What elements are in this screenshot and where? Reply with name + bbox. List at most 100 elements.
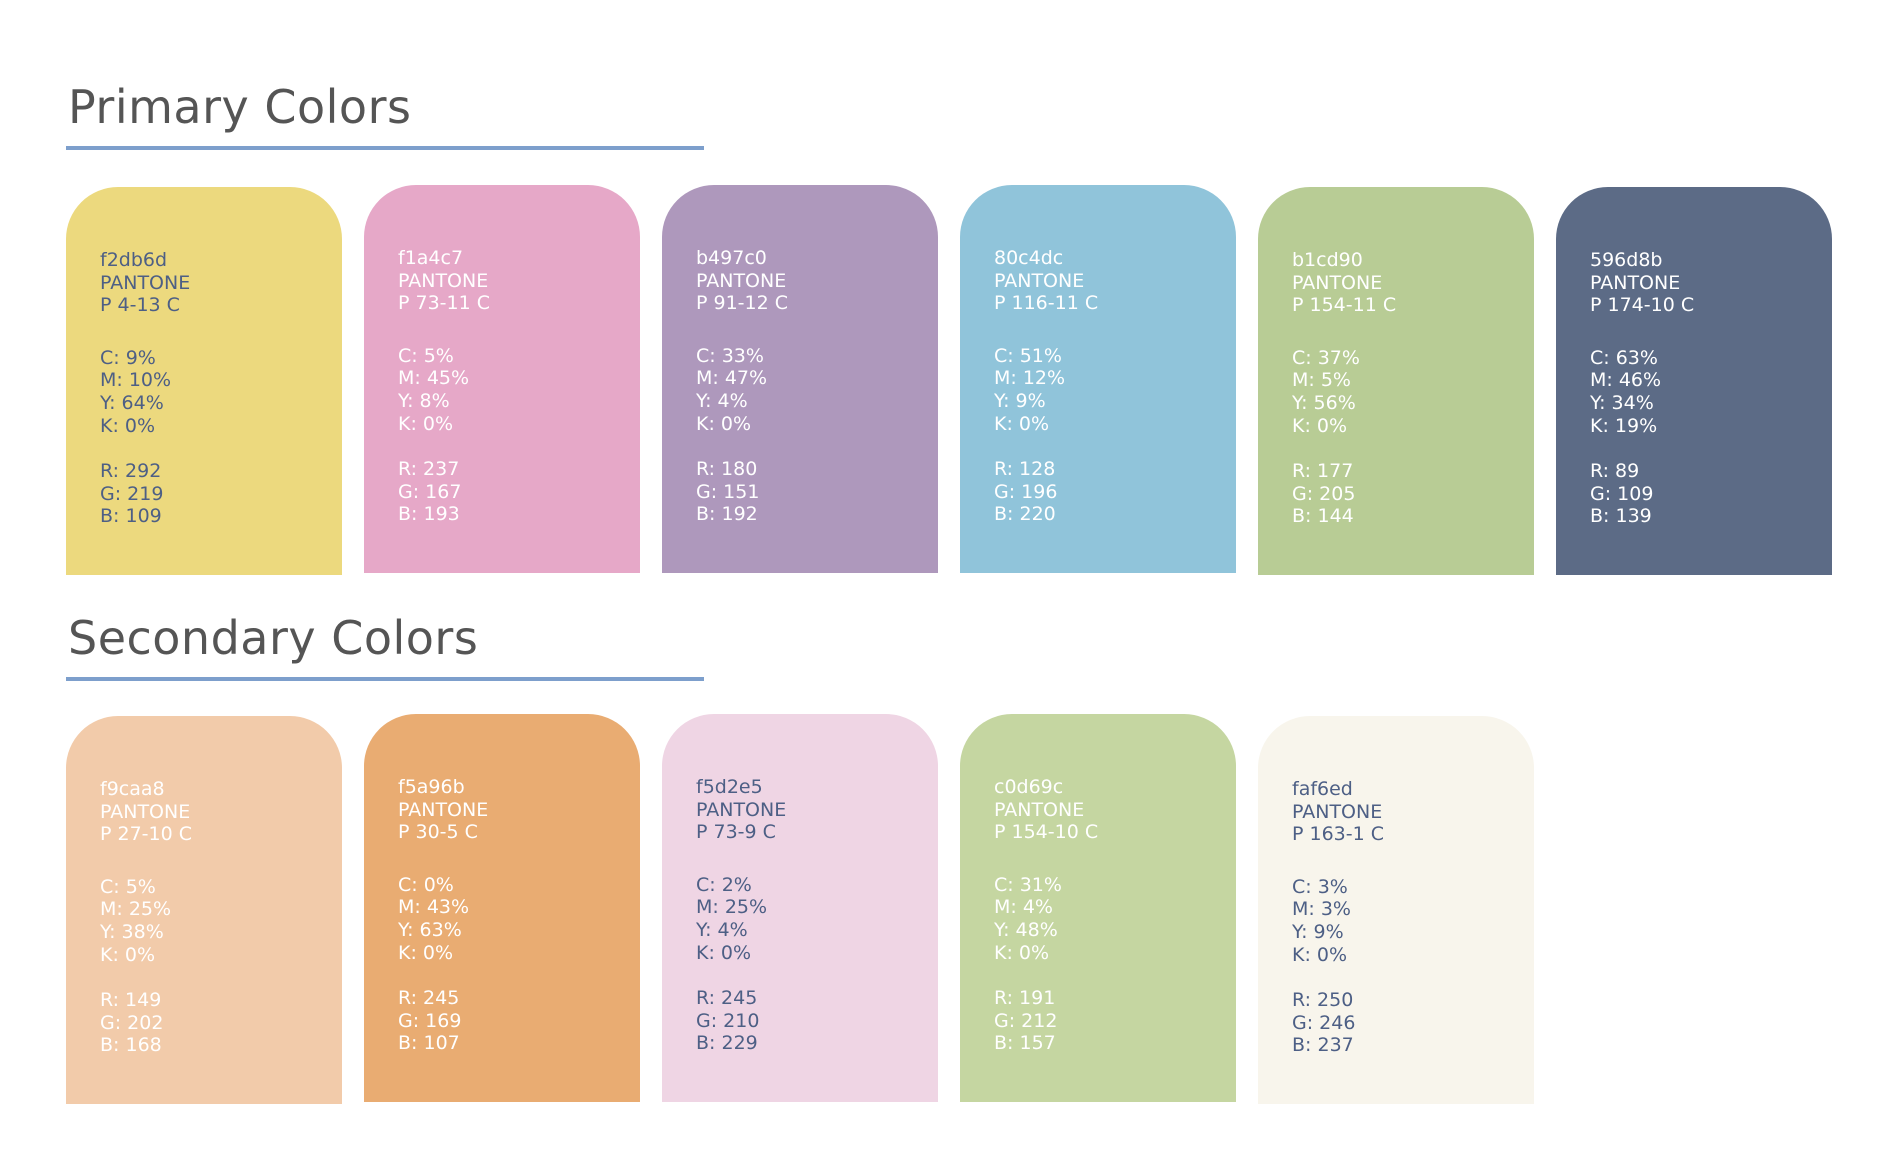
swatch-green: G: 109	[1590, 482, 1654, 505]
swatch-pantone-code: P 73-9 C	[696, 821, 776, 844]
swatch-black: K: 0%	[696, 941, 752, 964]
swatch-rgb: R: 180 G: 151 B: 192	[696, 458, 938, 526]
swatch-red: R: 177	[1292, 460, 1354, 483]
swatch-cmyk: C: 33% M: 47% Y: 4% K: 0%	[696, 345, 938, 435]
swatch-cmyk: C: 0% M: 43% Y: 63% K: 0%	[398, 874, 640, 964]
swatch-card: f5a96b PANTONE P 30-5 C C: 0% M: 43% Y: …	[364, 714, 640, 1102]
swatch-cmyk: C: 5% M: 45% Y: 8% K: 0%	[398, 345, 640, 435]
swatch-pantone-label: PANTONE	[1292, 800, 1383, 823]
swatch-rgb: R: 250 G: 246 B: 237	[1292, 989, 1534, 1057]
swatch-card: f2db6d PANTONE P 4-13 C C: 9% M: 10% Y: …	[66, 187, 342, 575]
swatch-cyan: C: 9%	[100, 346, 156, 369]
swatch-hex: f9caa8	[100, 778, 165, 800]
swatch-blue: B: 192	[696, 503, 758, 526]
swatch-pantone-label: PANTONE	[696, 269, 787, 292]
swatch-yellow: Y: 34%	[1590, 391, 1654, 414]
swatch-pantone-label: PANTONE	[100, 800, 191, 823]
swatch-hex: f1a4c7	[398, 247, 464, 269]
swatch-hex: 596d8b	[1590, 249, 1663, 271]
swatch-pantone-label: PANTONE	[398, 269, 489, 292]
swatch-cyan: C: 31%	[994, 873, 1062, 896]
swatch-pantone-code: P 154-11 C	[1292, 294, 1397, 317]
swatch-pantone-label: PANTONE	[994, 798, 1085, 821]
swatch-green: G: 210	[696, 1009, 760, 1032]
swatch-cyan: C: 3%	[1292, 875, 1348, 898]
swatch-green: G: 205	[1292, 482, 1356, 505]
swatch-cyan: C: 5%	[398, 344, 454, 367]
swatch-yellow: Y: 4%	[696, 918, 748, 941]
swatch-card: f9caa8 PANTONE P 27-10 C C: 5% M: 25% Y:…	[66, 716, 342, 1104]
swatch-green: G: 196	[994, 480, 1058, 503]
swatch-cyan: C: 51%	[994, 344, 1062, 367]
swatch-black: K: 0%	[1292, 414, 1348, 437]
swatch-green: G: 169	[398, 1009, 462, 1032]
swatch-green: G: 202	[100, 1011, 164, 1034]
swatch-cyan: C: 0%	[398, 873, 454, 896]
swatch-cmyk: C: 63% M: 46% Y: 34% K: 19%	[1590, 347, 1832, 437]
swatch-green: G: 151	[696, 480, 760, 503]
swatch-red: R: 292	[100, 460, 162, 483]
swatch-green: G: 167	[398, 480, 462, 503]
swatch-hex: f2db6d	[100, 249, 168, 271]
swatch-black: K: 0%	[100, 414, 156, 437]
swatch-black: K: 0%	[100, 943, 156, 966]
swatch-magenta: M: 43%	[398, 896, 470, 919]
primary-title-underline	[66, 146, 704, 150]
swatch-rgb: R: 191 G: 212 B: 157	[994, 987, 1236, 1055]
swatch-red: R: 237	[398, 458, 460, 481]
swatch-yellow: Y: 8%	[398, 389, 450, 412]
swatch-blue: B: 109	[100, 505, 162, 528]
swatch-magenta: M: 4%	[994, 896, 1053, 919]
swatch-red: R: 89	[1590, 460, 1640, 483]
swatch-pantone-code: P 174-10 C	[1590, 294, 1695, 317]
swatch-rgb: R: 177 G: 205 B: 144	[1292, 460, 1534, 528]
swatch-pantone-code: P 73-11 C	[398, 292, 491, 315]
swatch-red: R: 245	[398, 987, 460, 1010]
swatch-hex: b497c0	[696, 247, 767, 269]
swatch-black: K: 0%	[1292, 943, 1348, 966]
swatch-magenta: M: 10%	[100, 369, 172, 392]
swatch-card: b497c0 PANTONE P 91-12 C C: 33% M: 47% Y…	[662, 185, 938, 573]
swatch-red: R: 149	[100, 989, 162, 1012]
swatch-hex: faf6ed	[1292, 778, 1353, 800]
swatch-red: R: 191	[994, 987, 1056, 1010]
swatch-blue: B: 157	[994, 1032, 1056, 1055]
swatch-hex: c0d69c	[994, 776, 1064, 798]
swatch-green: G: 219	[100, 482, 164, 505]
swatch-card: 596d8b PANTONE P 174-10 C C: 63% M: 46% …	[1556, 187, 1832, 575]
swatch-cyan: C: 37%	[1292, 346, 1360, 369]
swatch-pantone-code: P 91-12 C	[696, 292, 789, 315]
swatch-rgb: R: 245 G: 210 B: 229	[696, 987, 938, 1055]
swatch-magenta: M: 47%	[696, 367, 768, 390]
swatch-green: G: 212	[994, 1009, 1058, 1032]
swatch-rgb: R: 89 G: 109 B: 139	[1590, 460, 1832, 528]
swatch-yellow: Y: 4%	[696, 389, 748, 412]
swatch-pantone-label: PANTONE	[1292, 271, 1383, 294]
swatch-pantone-label: PANTONE	[100, 271, 191, 294]
swatch-hex: b1cd90	[1292, 249, 1363, 271]
swatch-pantone-label: PANTONE	[1590, 271, 1681, 294]
swatch-pantone-code: P 154-10 C	[994, 821, 1099, 844]
swatch-green: G: 246	[1292, 1011, 1356, 1034]
swatch-blue: B: 193	[398, 503, 460, 526]
swatch-black: K: 0%	[398, 412, 454, 435]
swatch-blue: B: 107	[398, 1032, 460, 1055]
primary-colors-title: Primary Colors	[68, 80, 412, 134]
swatch-red: R: 245	[696, 987, 758, 1010]
swatch-black: K: 0%	[994, 412, 1050, 435]
swatch-yellow: Y: 64%	[100, 391, 164, 414]
swatch-pantone-label: PANTONE	[398, 798, 489, 821]
swatch-card: b1cd90 PANTONE P 154-11 C C: 37% M: 5% Y…	[1258, 187, 1534, 575]
secondary-title-underline	[66, 677, 704, 681]
swatch-card: 80c4dc PANTONE P 116-11 C C: 51% M: 12% …	[960, 185, 1236, 573]
swatch-card: f1a4c7 PANTONE P 73-11 C C: 5% M: 45% Y:…	[364, 185, 640, 573]
swatch-blue: B: 168	[100, 1034, 162, 1057]
swatch-magenta: M: 46%	[1590, 369, 1662, 392]
swatch-blue: B: 229	[696, 1032, 758, 1055]
swatch-yellow: Y: 9%	[1292, 920, 1344, 943]
swatch-rgb: R: 245 G: 169 B: 107	[398, 987, 640, 1055]
swatch-rgb: R: 237 G: 167 B: 193	[398, 458, 640, 526]
swatch-hex: f5a96b	[398, 776, 465, 798]
swatch-pantone-label: PANTONE	[696, 798, 787, 821]
swatch-magenta: M: 3%	[1292, 898, 1351, 921]
